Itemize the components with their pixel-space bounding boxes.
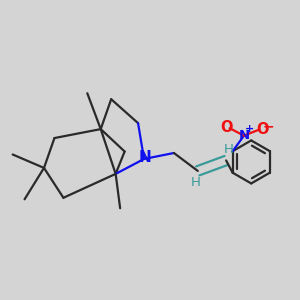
Text: −: − [262,119,274,133]
Text: N: N [239,129,250,142]
Text: O: O [256,122,269,136]
Text: N: N [138,150,151,165]
Text: O: O [220,120,232,135]
Text: +: + [245,124,254,134]
Text: H: H [224,142,234,156]
Text: H: H [190,176,200,189]
